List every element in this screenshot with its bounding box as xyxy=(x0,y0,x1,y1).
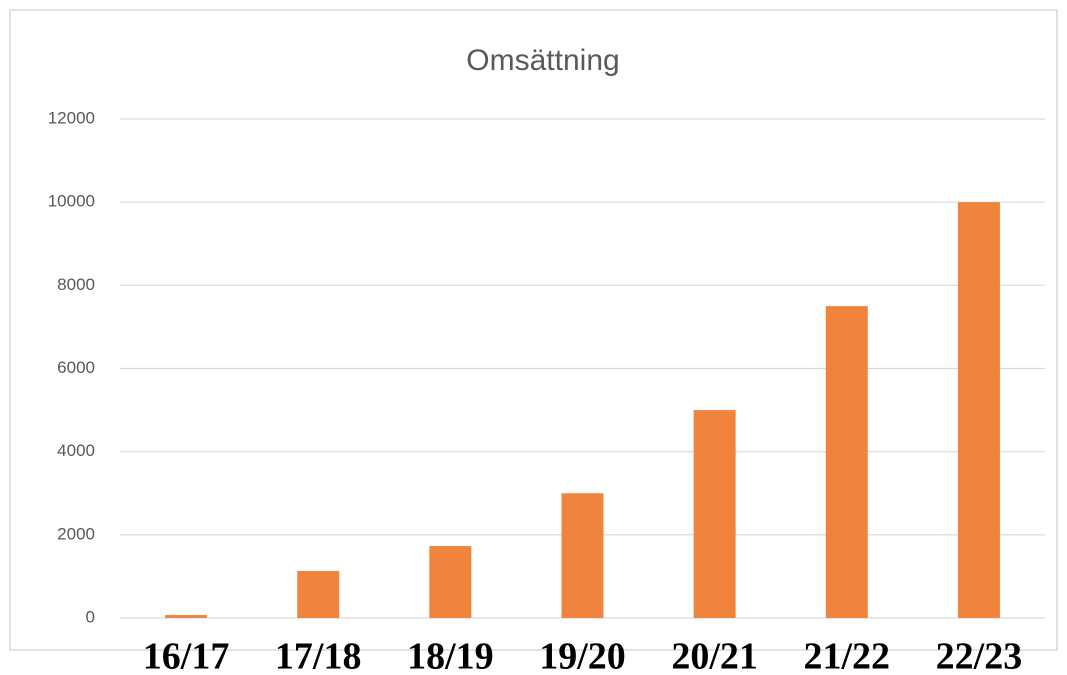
y-tick-label: 2000 xyxy=(57,524,95,543)
bar xyxy=(297,571,340,618)
bar xyxy=(429,546,472,618)
y-tick-label: 0 xyxy=(86,607,95,626)
x-tick-label: 20/21 xyxy=(671,636,758,675)
chart-frame xyxy=(9,9,1058,651)
y-tick-label: 8000 xyxy=(57,275,95,294)
y-tick-label: 4000 xyxy=(57,441,95,460)
y-tick-label: 10000 xyxy=(48,192,95,211)
y-tick-label: 6000 xyxy=(57,358,95,377)
bar xyxy=(693,410,736,618)
chart-title: Omsättning xyxy=(466,44,619,77)
bar xyxy=(825,306,868,618)
x-tick-label: 18/19 xyxy=(407,636,494,675)
bar xyxy=(561,493,604,618)
bar xyxy=(165,615,208,618)
y-tick-label: 12000 xyxy=(48,108,95,127)
x-tick-label: 17/18 xyxy=(275,636,362,675)
x-tick-label: 21/22 xyxy=(804,636,891,675)
x-tick-label: 19/20 xyxy=(539,636,626,675)
bar xyxy=(957,202,1000,618)
x-tick-label: 16/17 xyxy=(143,636,230,675)
x-tick-label: 22/23 xyxy=(936,636,1023,675)
